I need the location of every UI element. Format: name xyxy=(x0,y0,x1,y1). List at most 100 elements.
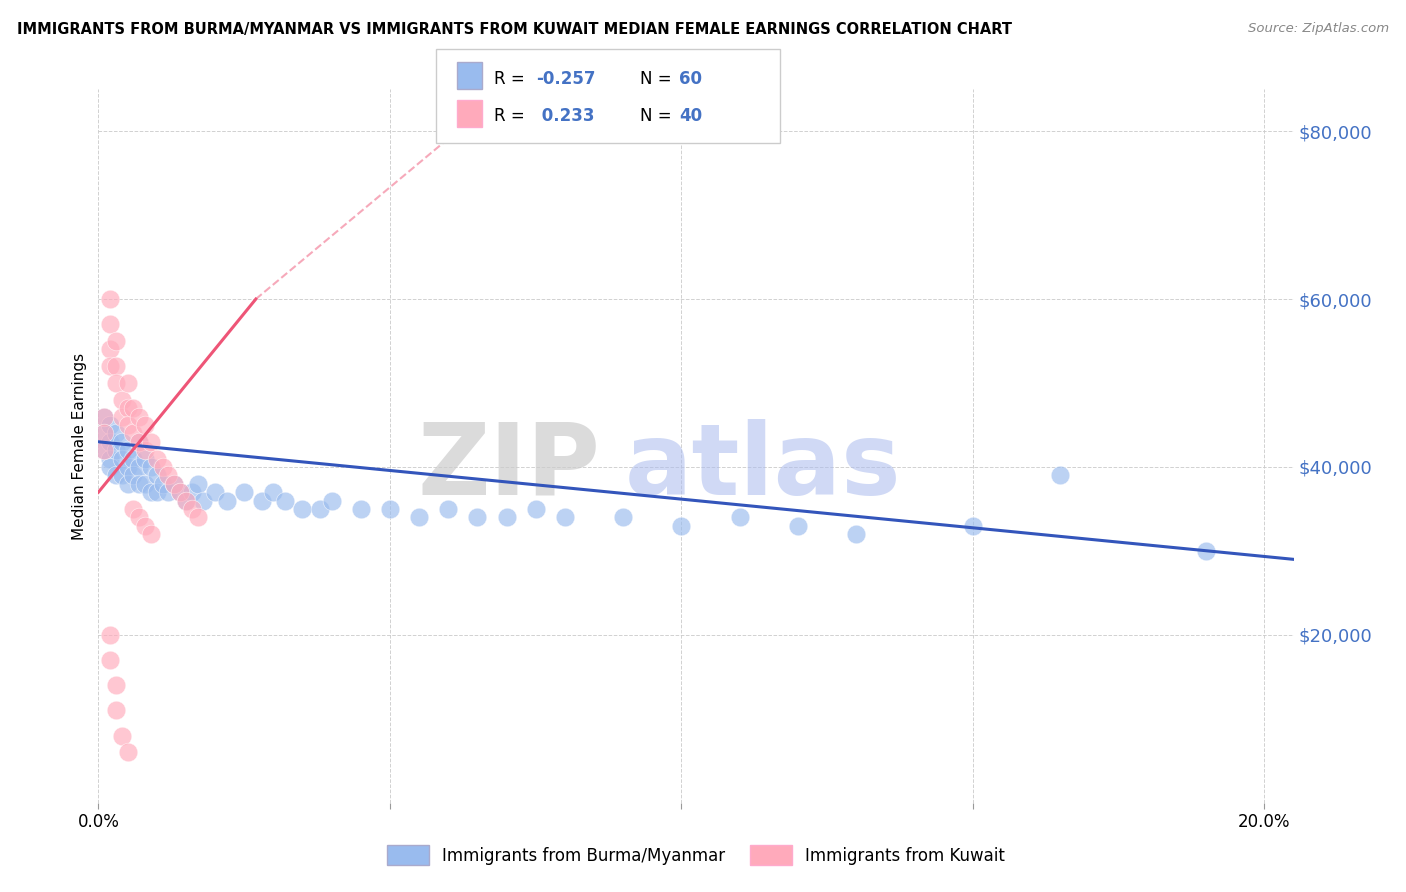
Point xyxy=(174,493,197,508)
Text: atlas: atlas xyxy=(624,419,901,516)
Point xyxy=(93,409,115,424)
Point xyxy=(104,359,127,374)
Point xyxy=(145,451,167,466)
Point xyxy=(98,628,121,642)
Point xyxy=(122,401,145,416)
Text: -0.257: -0.257 xyxy=(536,70,595,87)
Point xyxy=(180,485,202,500)
Point xyxy=(262,485,284,500)
Point xyxy=(134,476,156,491)
Point xyxy=(122,451,145,466)
Text: 60: 60 xyxy=(679,70,702,87)
Point xyxy=(962,518,984,533)
Text: 40: 40 xyxy=(679,107,702,125)
Text: N =: N = xyxy=(640,70,676,87)
Point xyxy=(139,485,162,500)
Point xyxy=(98,434,121,449)
Point xyxy=(93,443,115,458)
Text: R =: R = xyxy=(494,107,530,125)
Point xyxy=(845,527,868,541)
Point xyxy=(193,493,215,508)
Point xyxy=(117,401,139,416)
Point xyxy=(350,502,373,516)
Point xyxy=(524,502,547,516)
Point xyxy=(180,502,202,516)
Point xyxy=(111,451,134,466)
Point xyxy=(134,443,156,458)
Point xyxy=(163,476,186,491)
Point xyxy=(145,485,167,500)
Point xyxy=(250,493,273,508)
Point xyxy=(157,485,180,500)
Point xyxy=(291,502,314,516)
Point xyxy=(1049,468,1071,483)
Point xyxy=(408,510,430,524)
Point xyxy=(274,493,297,508)
Point xyxy=(128,434,150,449)
Point xyxy=(117,376,139,390)
Point xyxy=(169,485,191,500)
Point xyxy=(321,493,343,508)
Point xyxy=(163,476,186,491)
Point xyxy=(111,434,134,449)
Point xyxy=(93,409,115,424)
Point xyxy=(98,292,121,306)
Point xyxy=(378,502,401,516)
Point xyxy=(204,485,226,500)
Point xyxy=(93,443,115,458)
Point xyxy=(728,510,751,524)
Point xyxy=(128,510,150,524)
Point xyxy=(787,518,810,533)
Point xyxy=(233,485,256,500)
Point xyxy=(134,518,156,533)
Point xyxy=(93,426,115,441)
Point xyxy=(186,476,208,491)
Point xyxy=(309,502,332,516)
Point xyxy=(117,443,139,458)
Point xyxy=(495,510,517,524)
Point xyxy=(93,426,115,441)
Point xyxy=(437,502,460,516)
Text: Source: ZipAtlas.com: Source: ZipAtlas.com xyxy=(1249,22,1389,36)
Point xyxy=(104,426,127,441)
Point xyxy=(98,451,121,466)
Point xyxy=(139,527,162,541)
Point xyxy=(169,485,191,500)
Point xyxy=(104,468,127,483)
Point xyxy=(98,318,121,332)
Point xyxy=(104,334,127,348)
Point xyxy=(1195,544,1218,558)
Point xyxy=(139,434,162,449)
Point xyxy=(111,729,134,743)
Point xyxy=(98,653,121,667)
Point xyxy=(554,510,576,524)
Point xyxy=(215,493,238,508)
Point xyxy=(152,476,174,491)
Point xyxy=(117,417,139,432)
Text: N =: N = xyxy=(640,107,676,125)
Point xyxy=(671,518,693,533)
Text: ZIP: ZIP xyxy=(418,419,600,516)
Point xyxy=(157,468,180,483)
Point xyxy=(117,460,139,475)
Point xyxy=(111,468,134,483)
Text: R =: R = xyxy=(494,70,530,87)
Point xyxy=(122,468,145,483)
Point xyxy=(98,343,121,357)
Point xyxy=(186,510,208,524)
Point xyxy=(128,476,150,491)
Point xyxy=(104,443,127,458)
Point xyxy=(104,678,127,692)
Point xyxy=(104,703,127,717)
Point xyxy=(467,510,489,524)
Text: IMMIGRANTS FROM BURMA/MYANMAR VS IMMIGRANTS FROM KUWAIT MEDIAN FEMALE EARNINGS C: IMMIGRANTS FROM BURMA/MYANMAR VS IMMIGRA… xyxy=(17,22,1012,37)
Point xyxy=(104,376,127,390)
Point xyxy=(152,460,174,475)
Text: 0.233: 0.233 xyxy=(536,107,595,125)
Point xyxy=(117,476,139,491)
Point xyxy=(98,359,121,374)
Point xyxy=(117,746,139,760)
Y-axis label: Median Female Earnings: Median Female Earnings xyxy=(72,352,87,540)
Point xyxy=(174,493,197,508)
Point xyxy=(134,451,156,466)
